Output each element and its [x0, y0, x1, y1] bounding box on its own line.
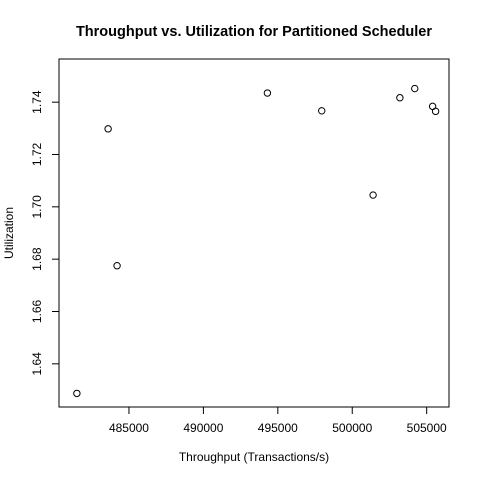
x-tick-label: 495000	[258, 421, 298, 435]
y-tick-label: 1.66	[30, 299, 44, 323]
data-point	[369, 191, 377, 199]
y-tick-label: 1.74	[30, 90, 44, 114]
x-axis: 485000 490000 495000 500000 505000	[109, 407, 447, 435]
data-point	[318, 107, 326, 115]
plot-frame	[58, 58, 450, 408]
data-points	[73, 84, 440, 398]
x-axis-label: Throughput (Transactions/s)	[179, 450, 329, 464]
data-point	[73, 389, 81, 398]
x-tick-label: 505000	[407, 421, 447, 435]
data-point	[411, 84, 419, 93]
y-tick-label: 1.70	[30, 195, 44, 219]
x-tick-label: 500000	[332, 421, 372, 435]
x-tick-label: 485000	[109, 421, 149, 435]
y-tick-label: 1.64	[30, 352, 44, 376]
y-tick-label: 1.72	[30, 143, 44, 167]
y-tick-label: 1.68	[30, 247, 44, 271]
chart-title: Throughput vs. Utilization for Partition…	[76, 24, 432, 40]
data-point	[396, 94, 404, 102]
y-axis-label: Utilization	[2, 207, 16, 259]
x-tick-label: 490000	[183, 421, 223, 435]
data-point	[113, 262, 121, 270]
data-point	[263, 89, 272, 97]
data-point	[104, 125, 112, 133]
y-axis: 1.64 1.66 1.68 1.70 1.72 1.74	[30, 90, 59, 376]
data-point	[431, 107, 440, 116]
